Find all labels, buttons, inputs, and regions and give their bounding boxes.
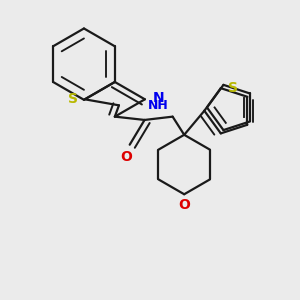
Text: O: O [178,198,190,212]
Text: O: O [120,150,132,164]
Text: S: S [228,81,238,95]
Text: S: S [68,92,77,106]
Text: NH: NH [148,99,169,112]
Text: N: N [153,91,165,105]
